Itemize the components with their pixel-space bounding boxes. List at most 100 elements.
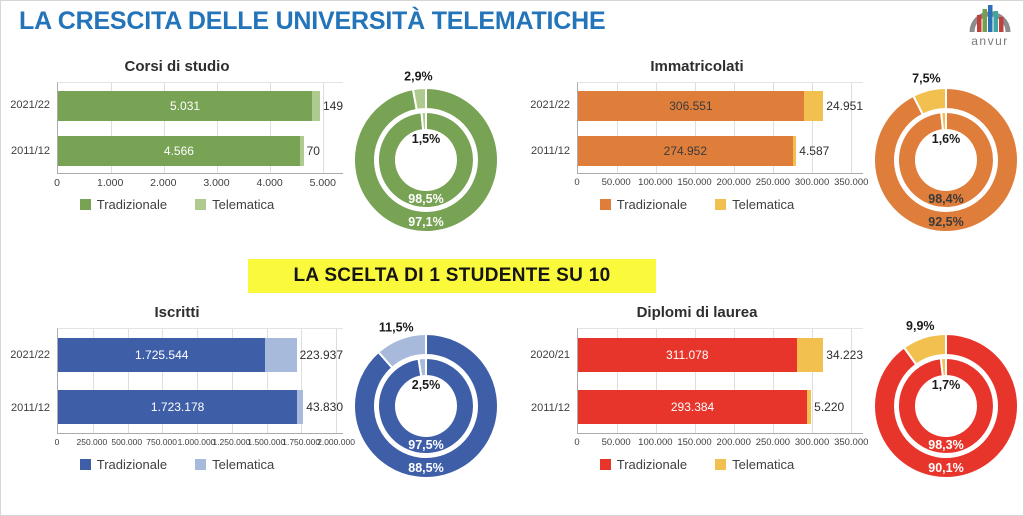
x-tick-label: 1.250.000 (212, 437, 251, 447)
legend-swatch-tradizionale (599, 199, 611, 210)
legend: Tradizionale Telematica (11, 197, 343, 212)
gridline (773, 83, 775, 173)
category-label: 2011/12 (531, 145, 570, 157)
x-tick-label: 4.000 (256, 177, 283, 189)
x-tick-label: 350.000 (834, 437, 869, 448)
bar-chart-corsi: Corsi di studio 2021/22 2011/12 5.031 149 4… (10, 58, 343, 212)
x-tick-label: 150.000 (677, 437, 712, 448)
bar-row: 5.031 149 (58, 90, 343, 121)
bar-outside-label: 43.830 (306, 400, 343, 414)
bar-segment-telematica (265, 338, 297, 372)
x-tick-label: 1.500.000 (247, 437, 286, 447)
bar-value-label: 4.566 (163, 143, 194, 158)
bar-segment-tradizionale: 1.723.178 (58, 390, 298, 424)
donut-inner-telematica-segment (420, 110, 427, 132)
category-label: 2011/12 (531, 401, 570, 414)
x-tick-label: 350.000 (834, 177, 869, 188)
x-tick-label: 250.000 (76, 437, 108, 447)
category-label: 2020/21 (530, 348, 570, 361)
x-tick-label: 1.000 (97, 177, 124, 189)
bar-value-label: 274.952 (663, 143, 708, 158)
x-axis-labels: 0 50.000 100.000 150.000 200.000 250.000 300.0… (574, 434, 868, 449)
gridline (301, 329, 303, 433)
donut-inner-tradizionale-segment (377, 356, 475, 455)
gridline (269, 83, 271, 173)
legend-label-telematica: Telematica (732, 197, 795, 212)
x-tick-label: 500.000 (111, 437, 143, 447)
anvur-logo-graphic (969, 5, 1011, 33)
x-tick-label: 0 (574, 177, 580, 188)
bar-outside-label: 149 (322, 98, 343, 113)
chart-title: Iscritti (154, 304, 200, 321)
x-tick-label: 0 (54, 437, 60, 447)
x-tick-label: 100.000 (638, 437, 673, 448)
donut-inner-telematica-segment (940, 110, 947, 132)
donut-telematica-inner-label: 1,5% (412, 132, 441, 146)
x-tick-label: 50.000 (601, 437, 631, 448)
legend-label-tradizionale: Tradizionale (616, 197, 688, 212)
bar-segment-tradizionale: 4.566 (58, 135, 300, 166)
legend-swatch-telematica (715, 199, 727, 210)
bar-segment-telematica (807, 390, 812, 424)
gridline (851, 83, 853, 173)
gridline (695, 83, 697, 173)
donut-tradizionale-inner-label: 97,5% (408, 438, 443, 452)
chart-title: Immatricolati (650, 58, 744, 75)
donut-outer-tradizionale-segment (353, 332, 499, 479)
chart-title: Corsi di studio (124, 58, 230, 75)
bar-segment-telematica (803, 90, 824, 121)
category-label: 2011/12 (11, 401, 50, 414)
x-tick-label: 0 (574, 437, 580, 448)
gridline (336, 329, 338, 433)
gridline (162, 329, 164, 433)
donut-outer-telematica-segment (902, 332, 947, 366)
donut-tradizionale-inner-label: 98,5% (408, 192, 443, 206)
bar-segment-tradizionale: 5.031 (58, 90, 313, 121)
y-axis-labels: 2021/22 2011/12 (10, 82, 57, 174)
page-title: LA CRESCITA DELLE UNIVERSITÀ TELEMATICHE (19, 7, 606, 35)
panel-diplomi-di-laurea: Diplomi di laurea 2020/21 2011/12 311.078… (530, 304, 1023, 498)
gridline (216, 83, 218, 173)
gridline (266, 329, 268, 433)
gridline (197, 329, 199, 433)
gridline (734, 329, 736, 433)
legend-label-telematica: Telematica (212, 457, 275, 472)
x-tick-label: 1.000.000 (177, 437, 216, 447)
gridline (110, 83, 112, 173)
donut-tradizionale-outer-label: 90,1% (928, 461, 963, 475)
bar-row: 1.725.544 223.937 (58, 338, 343, 372)
gridline (812, 329, 814, 433)
bar-segment-tradizionale: 1.725.544 (58, 338, 266, 372)
donut-chart-immatricolati: 7,5% 1,6% 98,4% 92,5% (866, 60, 1023, 252)
category-label: 2021/22 (530, 99, 570, 111)
gridline (812, 83, 814, 173)
bar-chart-iscritti: Iscritti 2021/22 2011/12 1.725.544 223.937… (10, 304, 355, 472)
donut-tradizionale-outer-label: 92,5% (928, 215, 963, 229)
legend-swatch-tradizionale (79, 199, 91, 210)
bar-outside-label: 34.223 (826, 348, 863, 362)
donut-outer-telematica-segment (376, 332, 427, 370)
bar-segment-tradizionale: 311.078 (578, 338, 797, 372)
x-axis-labels: 0 250.000 500.000 750.000 1.000.000 1.250.000… (54, 434, 355, 449)
donut-tradizionale-outer-label: 97,1% (408, 215, 443, 229)
x-tick-label: 300.000 (794, 177, 830, 188)
x-tick-label: 5.000 (309, 177, 336, 189)
x-tick-label: 150.000 (677, 177, 712, 188)
bar-row: 293.384 5.220 (578, 390, 863, 424)
plot-area: 1.725.544 223.937 1.723.178 43.830 (57, 328, 343, 434)
x-tick-label: 3.000 (203, 177, 230, 189)
plot-area: 306.551 24.951 274.952 4.587 (577, 82, 863, 174)
gridline (617, 329, 619, 433)
legend-swatch-telematica (715, 459, 727, 470)
x-tick-label: 1.750.000 (282, 437, 321, 447)
y-axis-labels: 2021/22 2011/12 (10, 328, 57, 434)
bar-value-label: 306.551 (669, 98, 713, 113)
legend: Tradizionale Telematica (531, 457, 863, 472)
bar-segment-tradizionale: 306.551 (578, 90, 804, 121)
bar-outside-label: 24.951 (826, 98, 863, 113)
plot-area: 5.031 149 4.566 70 (57, 82, 343, 174)
bar-value-label: 293.384 (670, 400, 715, 414)
bar-value-label: 5.031 (170, 98, 201, 113)
donut-telematica-outer-label: 11,5% (379, 320, 414, 334)
